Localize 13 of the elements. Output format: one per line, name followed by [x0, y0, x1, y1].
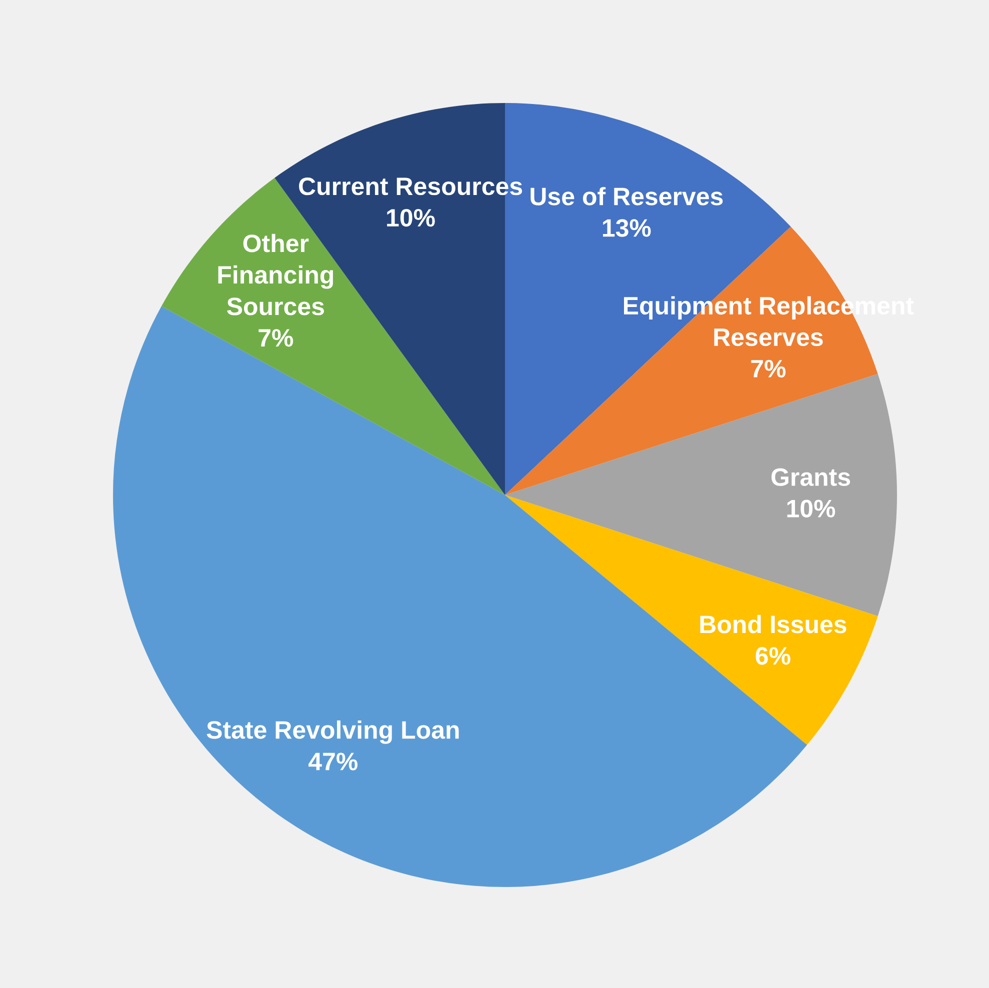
data-label: 10%: [787, 500, 836, 518]
slice-label: Use of Reserves: [530, 187, 723, 206]
slice-label: Other Financing Sources: [218, 234, 334, 316]
data-label: 10%: [387, 208, 435, 227]
data-label: 13%: [602, 219, 651, 237]
data-label: 47%: [308, 752, 358, 770]
slice-label: Current Resources: [299, 177, 522, 196]
slice-label: Grants: [772, 468, 850, 486]
slice-label: State Revolving Loan: [206, 720, 459, 744]
data-label: 6%: [756, 647, 790, 665]
data-label: 7%: [751, 360, 786, 378]
data-label: 7%: [258, 329, 294, 347]
slice-label: Bond Issues: [700, 614, 846, 634]
